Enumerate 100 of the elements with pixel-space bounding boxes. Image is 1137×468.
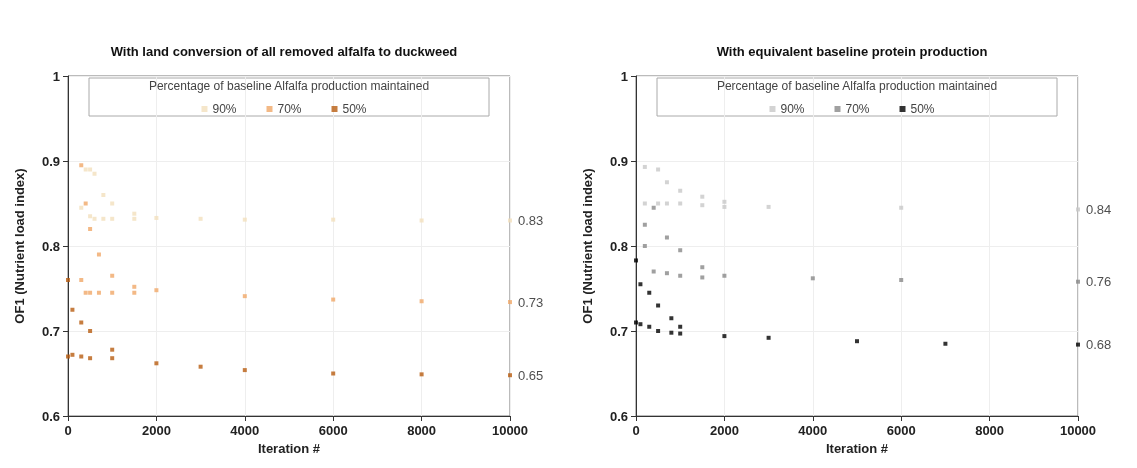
point <box>154 288 159 293</box>
y-tick-label: 0.8 <box>609 238 628 254</box>
point <box>642 201 647 206</box>
point <box>110 347 115 352</box>
point <box>132 290 137 295</box>
point <box>634 258 638 263</box>
point <box>638 322 643 327</box>
point <box>110 290 115 295</box>
point <box>647 324 652 329</box>
point <box>656 329 661 333</box>
point <box>88 167 93 172</box>
point <box>419 372 424 377</box>
point <box>83 201 88 206</box>
y-tick-label: 1 <box>620 68 628 84</box>
point <box>664 271 669 276</box>
point <box>664 235 669 240</box>
y-tick-label: 0.9 <box>609 153 628 169</box>
point <box>242 294 247 299</box>
point <box>101 216 106 221</box>
point <box>132 216 137 221</box>
point <box>110 356 115 361</box>
point <box>664 201 669 206</box>
point <box>79 205 84 210</box>
legend-label: 50% <box>342 102 367 116</box>
point <box>83 167 88 172</box>
point <box>110 273 115 278</box>
text: 0.73 <box>518 294 544 310</box>
text: 0.83 <box>518 213 544 228</box>
x-tick-label: 8000 <box>975 423 1005 438</box>
point <box>79 163 84 168</box>
legend-label: 70% <box>845 102 870 116</box>
legend-label: 90% <box>212 102 237 116</box>
point <box>678 324 683 329</box>
point <box>508 373 512 378</box>
point <box>1076 279 1080 284</box>
x-tick-label: 10000 <box>491 423 529 438</box>
legend-label: 70% <box>277 102 302 116</box>
point <box>96 252 101 257</box>
y-axis-title: OF1 (Nutrient load index) <box>12 168 27 324</box>
point <box>198 216 203 221</box>
point <box>656 201 661 206</box>
legend-label: 90% <box>780 102 805 116</box>
x-tick-label: 4000 <box>230 423 260 438</box>
y-tick-label: 0.7 <box>609 323 628 339</box>
point <box>198 364 203 369</box>
x-axis-title: Iteration # <box>257 440 321 456</box>
point <box>419 218 424 223</box>
point <box>83 290 88 295</box>
point <box>810 276 815 281</box>
point <box>656 167 661 172</box>
point <box>331 371 336 376</box>
point <box>700 203 705 208</box>
point <box>508 218 512 223</box>
y-tick-label: 0.6 <box>609 408 628 424</box>
text: 0.76 <box>1086 274 1112 290</box>
point <box>700 194 705 199</box>
y-tick-label: 1 <box>52 68 60 84</box>
point <box>651 205 656 210</box>
point <box>110 216 115 221</box>
point <box>664 180 669 185</box>
point <box>132 284 137 289</box>
x-tick-label: 10000 <box>1059 423 1097 438</box>
point <box>70 352 75 357</box>
text: 0.68 <box>1086 337 1112 353</box>
point <box>722 273 727 278</box>
point <box>722 204 727 209</box>
point <box>331 217 336 222</box>
point <box>88 227 93 231</box>
point <box>855 339 859 344</box>
point <box>88 356 93 361</box>
point <box>899 278 904 282</box>
point <box>242 368 247 373</box>
x-tick-label: 8000 <box>407 423 437 438</box>
chart-title: With equivalent baseline protein production <box>716 44 988 59</box>
point <box>79 354 84 359</box>
y-tick-label: 0.7 <box>41 323 60 339</box>
point <box>766 335 771 340</box>
legend-title: Percentage of baseline Alfalfa production maintained <box>148 79 430 93</box>
x-tick-label: 0 <box>632 423 640 438</box>
point <box>678 188 683 193</box>
point <box>722 334 727 339</box>
x-tick-label: 2000 <box>709 423 739 438</box>
point <box>1076 342 1080 347</box>
y-tick-label: 0.9 <box>41 153 60 169</box>
legend-title: Percentage of baseline Alfalfa production maintained <box>716 79 998 93</box>
point <box>722 199 727 204</box>
point <box>92 171 97 176</box>
point <box>642 164 647 169</box>
point <box>96 290 101 295</box>
point <box>678 201 683 206</box>
point <box>66 354 70 359</box>
point <box>508 300 512 305</box>
point <box>700 275 705 280</box>
point <box>899 205 904 210</box>
chart-title: With land conversion of all removed alfalfa to duckweed <box>110 44 458 59</box>
text: 0.84 <box>1086 201 1112 217</box>
point <box>88 290 93 295</box>
y-tick-label: 0.8 <box>41 238 60 254</box>
point <box>331 297 336 302</box>
point <box>110 201 115 206</box>
